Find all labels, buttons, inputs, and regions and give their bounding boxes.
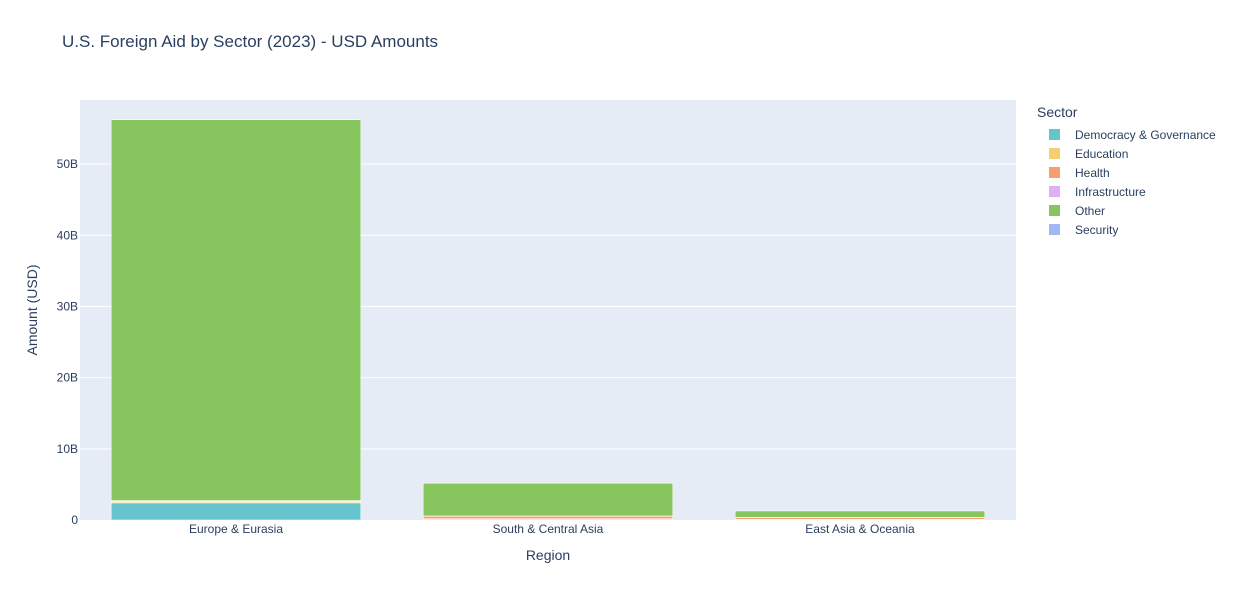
legend-swatch bbox=[1049, 148, 1060, 159]
x-tick-label: South & Central Asia bbox=[493, 522, 604, 536]
legend-item[interactable]: Health bbox=[1037, 163, 1216, 182]
y-tick-label: 20B bbox=[57, 371, 78, 385]
x-axis-title: Region bbox=[526, 547, 570, 563]
x-tick-label: East Asia & Oceania bbox=[805, 522, 915, 536]
legend-item[interactable]: Education bbox=[1037, 144, 1216, 163]
bar-segment[interactable] bbox=[110, 119, 362, 501]
legend-label: Other bbox=[1075, 203, 1106, 218]
x-axis-ticks: Europe & Eurasia South & Central Asia East… bbox=[189, 522, 915, 536]
legend-swatch bbox=[1049, 186, 1060, 197]
y-tick-label: 50B bbox=[57, 157, 78, 171]
x-tick-label: Europe & Eurasia bbox=[189, 522, 283, 536]
legend-swatch bbox=[1049, 205, 1060, 216]
y-axis-ticks: 0 10B 20B 30B 40B 50B bbox=[57, 157, 79, 527]
legend-label: Democracy & Governance bbox=[1075, 127, 1216, 142]
chart-title: U.S. Foreign Aid by Sector (2023) - USD … bbox=[62, 32, 439, 51]
legend-item[interactable]: Security bbox=[1037, 220, 1216, 239]
legend-label: Security bbox=[1075, 222, 1119, 237]
y-tick-label: 0 bbox=[71, 513, 78, 527]
legend-items: Democracy & Governance Education Health Inf… bbox=[1037, 125, 1216, 239]
y-tick-label: 40B bbox=[57, 228, 78, 242]
bar-segment[interactable] bbox=[422, 516, 674, 520]
legend-swatch bbox=[1049, 129, 1060, 140]
bars bbox=[110, 119, 986, 521]
y-tick-label: 10B bbox=[57, 442, 78, 456]
legend-swatch bbox=[1049, 224, 1060, 235]
legend-label: Health bbox=[1075, 165, 1110, 180]
legend-label: Education bbox=[1075, 146, 1129, 161]
legend: Sector Democracy & Governance Education He… bbox=[1037, 104, 1216, 239]
legend-label: Infrastructure bbox=[1075, 184, 1146, 199]
legend-item[interactable]: Other bbox=[1037, 201, 1216, 220]
bar-segment[interactable] bbox=[422, 482, 674, 517]
bar-segment[interactable] bbox=[110, 502, 362, 521]
bar-segment[interactable] bbox=[734, 517, 986, 520]
legend-item[interactable]: Infrastructure bbox=[1037, 182, 1216, 201]
y-axis-title: Amount (USD) bbox=[24, 264, 40, 355]
legend-item[interactable]: Democracy & Governance bbox=[1037, 125, 1216, 144]
legend-swatch bbox=[1049, 167, 1060, 178]
y-tick-label: 30B bbox=[57, 299, 78, 313]
bar-segment[interactable] bbox=[734, 510, 986, 518]
legend-title: Sector bbox=[1037, 104, 1078, 120]
